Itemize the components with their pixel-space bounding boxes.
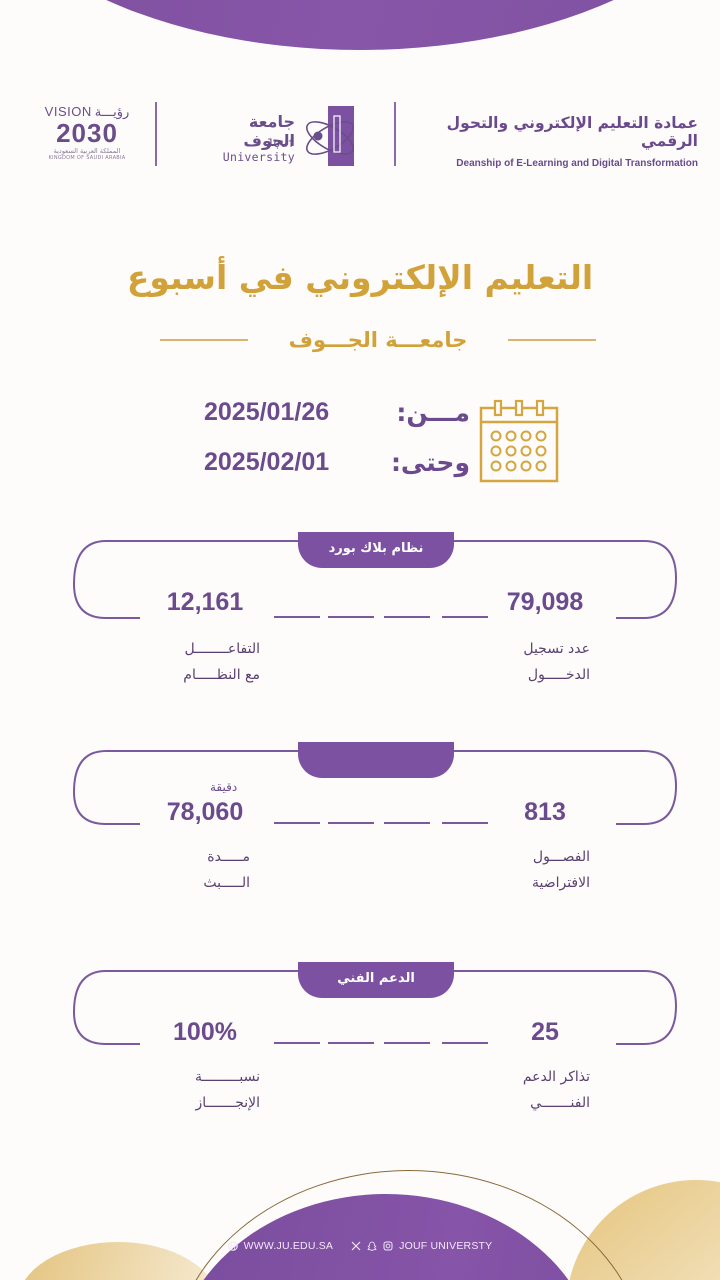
page-title: التعليم الإلكتروني في أسبوع (126, 258, 594, 297)
dash-separator (384, 1042, 430, 1044)
label-line: تذاكر الدعم (522, 1069, 590, 1085)
stat-virtual-classes-value: 813 (524, 798, 566, 826)
label-line: الفصـــول (532, 849, 590, 865)
stat-stream-unit: دقيقة (210, 780, 238, 794)
dash-separator (328, 616, 374, 618)
top-decorative-arc (0, 0, 720, 50)
stat-card-virtual-classes: دقيقة 78,060 813 مـــــدة الـــــبث الفص… (70, 742, 680, 891)
label-line: الفنـــــــي (530, 1095, 590, 1111)
label-line: التفاعــــــــل (184, 641, 261, 657)
label-line: الـــــبث (203, 875, 250, 891)
university-name-en: Jouf University (222, 136, 295, 164)
vision-2030-logo: VISION رؤيـــة 2030 المملكة العربية السع… (42, 104, 132, 161)
date-from-value: 2025/01/26 (204, 398, 330, 426)
dash-separator (442, 1042, 488, 1044)
date-range: 2025/01/26 مـــن: 2025/02/01 وحتى: (200, 398, 570, 494)
stat-virtual-classes-label: الفصـــول الافتراضية (440, 844, 590, 896)
section-tab-technical-support: الدعم الفني (298, 962, 454, 998)
date-to-row: 2025/02/01 وحتى: (200, 448, 470, 488)
vision-year: 2030 (56, 118, 118, 148)
header-logos: VISION رؤيـــة 2030 المملكة العربية السع… (0, 100, 720, 170)
page-subtitle: جامعـــة الجـــوف (288, 328, 468, 352)
section-tab-virtual-classes (298, 742, 454, 778)
footer-website-link[interactable]: WWW.JU.EDU.SA (243, 1240, 334, 1252)
dash-separator (384, 616, 430, 618)
dash-separator (274, 616, 320, 618)
subtitle-line-right (508, 339, 596, 341)
dash-separator (384, 822, 430, 824)
footer-contact: WWW.JU.EDU.SA JOUF UNIVERSTY (0, 1240, 720, 1252)
globe-icon (227, 1241, 238, 1251)
footer-social-handle[interactable]: JOUF UNIVERSTY (399, 1240, 493, 1252)
deanship-name-en: Deanship of E-Learning and Digital Trans… (456, 158, 698, 169)
label-line: مع النظـــــام (183, 667, 260, 683)
stat-interaction-label: التفاعــــــــل مع النظـــــام (110, 636, 260, 688)
stat-card-technical-support: الدعم الفني 100% 25 نسبـــــــــة الإنجـ… (70, 962, 680, 1111)
jouf-university-logo: جامعة الجوف Jouf University (192, 104, 364, 166)
dash-separator (274, 822, 320, 824)
stat-support-tickets-value: 25 (531, 1018, 559, 1046)
stat-logins-label: عدد تسجيل الدخـــــول (440, 636, 590, 688)
vision-country-ar: المملكة العربية السعودية (53, 147, 121, 155)
label-line: مـــــدة (207, 849, 250, 865)
stat-interaction-value: 12,161 (166, 588, 244, 616)
vision-label-ar: رؤيـــة (94, 104, 130, 119)
dash-separator (442, 822, 488, 824)
stat-card-blackboard: نظام بلاك بورد 12,161 79,098 التفاعـــــ… (70, 532, 680, 683)
stat-completion-rate-label: نسبـــــــــة الإنجـــــــاز (110, 1064, 260, 1116)
date-from-label: مـــن: (396, 398, 470, 427)
stat-stream-duration-value: 78,060 (166, 798, 244, 826)
dash-separator (328, 822, 374, 824)
label-line: عدد تسجيل (523, 641, 590, 657)
deanship-name-ar: عمادة التعليم الإلكتروني والتحول الرقمي (446, 114, 698, 150)
label-line: الإنجـــــــاز (195, 1095, 260, 1111)
label-line: نسبـــــــــة (194, 1069, 260, 1085)
vision-country-en: KINGDOM OF SAUDI ARABIA (48, 155, 126, 161)
section-tab-blackboard: نظام بلاك بورد (298, 532, 454, 568)
date-to-value: 2025/02/01 (204, 448, 330, 476)
subtitle-row: جامعـــة الجـــوف (160, 322, 596, 358)
header-divider (155, 102, 157, 166)
instagram-icon[interactable] (383, 1241, 393, 1251)
date-from-row: 2025/01/26 مـــن: (200, 398, 470, 438)
label-line: الافتراضية (531, 875, 590, 891)
stat-logins-value: 79,098 (506, 588, 584, 616)
card-frame (72, 970, 678, 1045)
calendar-icon (479, 399, 559, 483)
university-name-ar: جامعة الجوف (243, 112, 295, 150)
snapchat-icon[interactable] (367, 1241, 377, 1251)
label-line: الدخـــــول (527, 667, 590, 683)
dash-separator (442, 616, 488, 618)
date-to-label: وحتى: (390, 448, 470, 477)
atom-emblem-icon (306, 106, 354, 166)
card-frame (72, 750, 678, 825)
header-divider (394, 102, 396, 166)
dash-separator (328, 1042, 374, 1044)
deanship-logo: عمادة التعليم الإلكتروني والتحول الرقمي … (408, 114, 698, 169)
stat-support-tickets-label: تذاكر الدعم الفنـــــــي (440, 1064, 590, 1116)
dash-separator (274, 1042, 320, 1044)
subtitle-line-left (160, 339, 248, 341)
stat-completion-rate-value: 100% (173, 1018, 237, 1046)
vision-label-en: VISION (44, 104, 92, 119)
stat-stream-duration-label: مـــــدة الـــــبث (100, 844, 250, 896)
x-icon[interactable] (351, 1241, 361, 1251)
